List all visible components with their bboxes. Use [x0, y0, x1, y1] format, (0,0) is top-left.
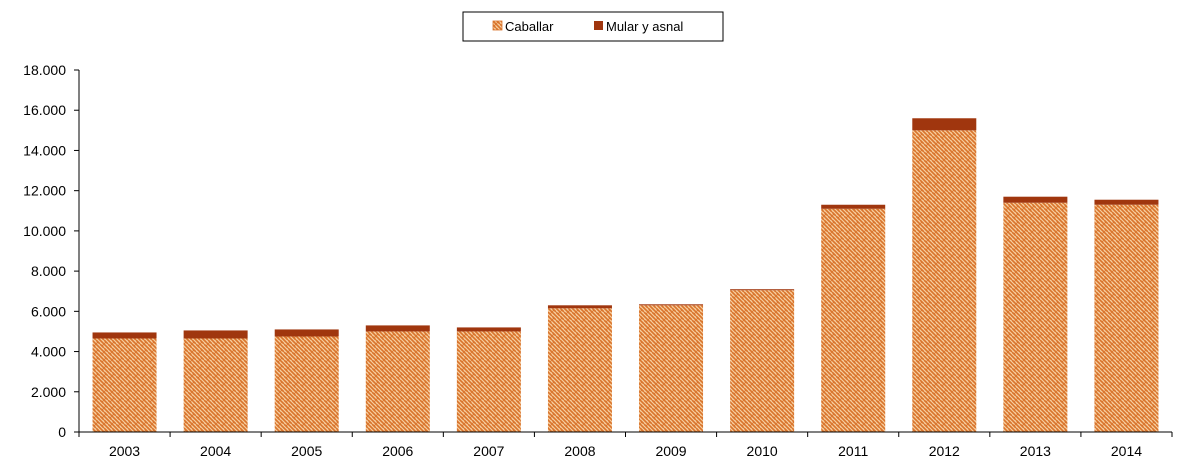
- bar-mular-2005: [274, 329, 339, 337]
- bar-caballar-2009: [639, 305, 704, 432]
- bar-mular-2014: [1094, 199, 1159, 205]
- bar-mular-2008: [547, 305, 612, 309]
- bar-caballar-2011: [821, 208, 886, 432]
- bar-caballar-2013: [1003, 202, 1068, 432]
- bar-caballar-2012: [912, 130, 977, 433]
- x-tick-label: 2012: [929, 443, 960, 459]
- x-tick-label: 2014: [1111, 443, 1142, 459]
- bar-mular-2009: [639, 304, 704, 306]
- bar-caballar-2003: [92, 338, 157, 432]
- y-tick-label: 6.000: [31, 303, 66, 319]
- y-tick-label: 12.000: [23, 183, 66, 199]
- y-tick-label: 18.000: [23, 62, 66, 78]
- x-tick-label: 2009: [655, 443, 686, 459]
- bar-mular-2011: [821, 204, 886, 209]
- x-tick-label: 2010: [747, 443, 778, 459]
- x-tick-label: 2013: [1020, 443, 1051, 459]
- x-tick-label: 2008: [564, 443, 595, 459]
- bar-caballar-2010: [730, 290, 795, 432]
- bar-mular-2013: [1003, 196, 1068, 203]
- bar-mular-2006: [365, 325, 430, 332]
- legend: Caballar Mular y asnal: [462, 11, 724, 42]
- y-tick-label: 2.000: [31, 384, 66, 400]
- bar-caballar-2008: [547, 308, 612, 432]
- bar-caballar-2005: [274, 336, 339, 432]
- x-tick-label: 2011: [838, 443, 868, 459]
- bar-caballar-2006: [365, 331, 430, 432]
- bar-mular-2010: [730, 289, 795, 291]
- legend-label-mular: Mular y asnal: [606, 19, 683, 34]
- legend-label-caballar: Caballar: [505, 19, 554, 34]
- x-tick-label: 2006: [382, 443, 413, 459]
- x-tick-label: 2004: [200, 443, 231, 459]
- y-tick-label: 14.000: [23, 142, 66, 158]
- y-tick-label: 0: [58, 424, 66, 440]
- bar-mular-2004: [183, 330, 248, 339]
- bar-caballar-2014: [1094, 204, 1159, 432]
- bars-group: [92, 118, 1159, 433]
- bar-caballar-2007: [456, 331, 521, 432]
- x-tick-label: 2005: [291, 443, 322, 459]
- bar-caballar-2004: [183, 338, 248, 432]
- y-tick-label: 8.000: [31, 263, 66, 279]
- bar-mular-2003: [92, 332, 157, 339]
- legend-swatch-mular: [594, 21, 603, 30]
- x-tick-label: 2007: [473, 443, 504, 459]
- y-tick-label: 4.000: [31, 344, 66, 360]
- axes-group: 0 2.000 4.000 6.000 8.000 10.000 12.000 14.000 1…: [23, 62, 1173, 459]
- bar-mular-2007: [456, 327, 521, 332]
- legend-swatch-caballar: [492, 20, 503, 31]
- legend-box: [462, 11, 724, 42]
- x-tick-label: 2003: [109, 443, 140, 459]
- y-tick-label: 16.000: [23, 102, 66, 118]
- y-tick-label: 10.000: [23, 223, 66, 239]
- bar-mular-2012: [912, 118, 977, 131]
